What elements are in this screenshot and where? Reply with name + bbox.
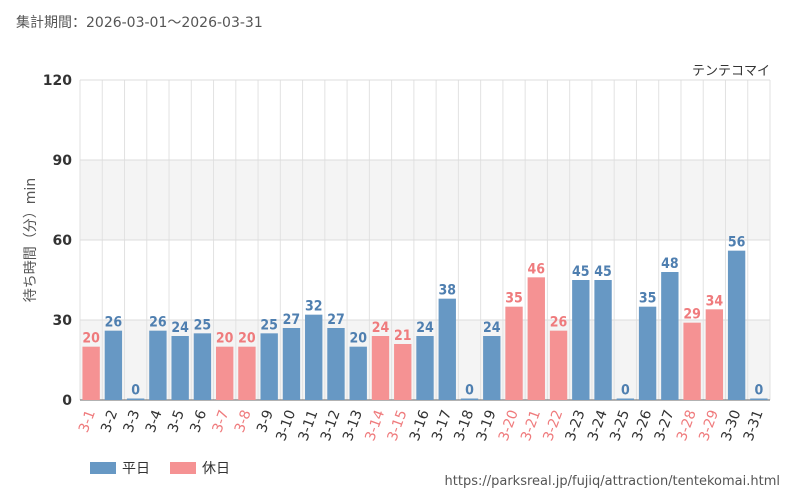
data-label: 26	[105, 315, 123, 331]
data-label: 21	[394, 328, 412, 344]
y-tick-label: 30	[53, 313, 73, 329]
data-label: 45	[594, 264, 612, 280]
data-label: 26	[550, 315, 568, 331]
bar	[371, 336, 390, 400]
bar	[104, 330, 123, 400]
x-tick-label: 3-8	[232, 408, 255, 435]
data-label: 0	[621, 383, 630, 399]
bar	[215, 346, 234, 400]
x-tick-label: 3-2	[98, 408, 121, 435]
legend: 平日 休日	[90, 458, 230, 478]
legend-weekday-label: 平日	[122, 461, 150, 477]
bar	[82, 346, 100, 400]
x-tick-label: 3-31	[741, 408, 767, 443]
x-tick-label: 3-1	[76, 408, 99, 435]
data-label: 20	[216, 331, 234, 347]
x-tick-label: 3-5	[165, 408, 188, 435]
data-label: 32	[305, 299, 323, 315]
data-label: 25	[194, 317, 212, 333]
data-label: 24	[171, 320, 189, 336]
plot-band	[80, 80, 770, 160]
bar	[305, 314, 323, 400]
source-url[interactable]: https://parksreal.jp/fujiq/attraction/te…	[444, 474, 780, 489]
x-tick-label: 3-4	[143, 408, 166, 435]
bar	[416, 336, 434, 400]
bar	[505, 306, 523, 400]
data-label: 20	[238, 331, 256, 347]
bar	[683, 322, 701, 400]
data-label: 27	[327, 312, 345, 328]
bar	[638, 306, 657, 400]
data-label: 56	[728, 235, 746, 251]
bar	[238, 346, 256, 400]
data-label: 46	[528, 261, 546, 277]
data-label: 24	[483, 320, 501, 336]
bars	[82, 250, 768, 400]
legend-holiday: 休日	[170, 458, 230, 478]
period-label: 集計期間：2026-03-01～2026-03-31	[16, 15, 263, 31]
y-tick-label: 90	[53, 153, 73, 169]
bar	[705, 309, 724, 400]
bar	[282, 328, 301, 400]
bar	[616, 398, 635, 400]
data-label: 26	[149, 315, 167, 331]
bar	[394, 344, 412, 400]
data-label: 25	[260, 317, 278, 333]
y-tick-labels: 0 30 60 90 120	[43, 73, 72, 409]
bar	[193, 333, 212, 400]
data-label: 20	[349, 331, 367, 347]
data-label: 35	[505, 291, 523, 307]
bar	[438, 298, 456, 400]
plot-band	[80, 160, 770, 240]
x-tick-label: 3-7	[210, 408, 233, 435]
data-label: 24	[416, 320, 434, 336]
bar	[327, 328, 345, 400]
bar	[727, 250, 746, 400]
data-label: 27	[283, 312, 301, 328]
bar	[149, 330, 167, 400]
grid-lines	[79, 79, 771, 401]
data-label: 34	[706, 293, 724, 309]
bar	[483, 336, 501, 400]
data-label: 29	[683, 307, 701, 323]
x-tick-labels: 3-1 3-2 3-3 3-4 3-5 3-6 3-7 3-8 3-93-103-113-123…	[76, 408, 767, 443]
bar	[349, 346, 367, 400]
x-tick-label: 3-6	[187, 408, 210, 435]
bar	[260, 333, 278, 400]
holiday-swatch	[170, 462, 196, 474]
x-tick-label: 3-9	[254, 408, 277, 435]
bar	[750, 398, 768, 400]
bar	[171, 336, 189, 400]
bar	[594, 280, 612, 400]
y-tick-label: 120	[43, 73, 72, 89]
data-label: 20	[82, 331, 100, 347]
legend-holiday-label: 休日	[202, 461, 230, 477]
data-label: 38	[438, 283, 456, 299]
data-label: 24	[372, 320, 390, 336]
y-tick-label: 0	[62, 393, 72, 409]
data-label: 48	[661, 256, 679, 272]
bar	[527, 277, 545, 400]
bar	[572, 280, 590, 400]
bar	[126, 398, 145, 400]
data-label: 0	[754, 383, 763, 399]
attraction-name: テンテコマイ	[691, 64, 770, 79]
legend-weekday: 平日	[90, 458, 150, 478]
bar	[549, 330, 568, 400]
bar	[460, 398, 479, 400]
x-tick-label: 3-3	[121, 408, 144, 435]
bar	[661, 272, 679, 400]
data-label: 0	[465, 383, 474, 399]
data-label: 45	[572, 264, 590, 280]
y-tick-label: 60	[53, 233, 73, 249]
data-label: 0	[131, 383, 140, 399]
weekday-swatch	[90, 462, 116, 474]
data-label: 35	[639, 291, 657, 307]
